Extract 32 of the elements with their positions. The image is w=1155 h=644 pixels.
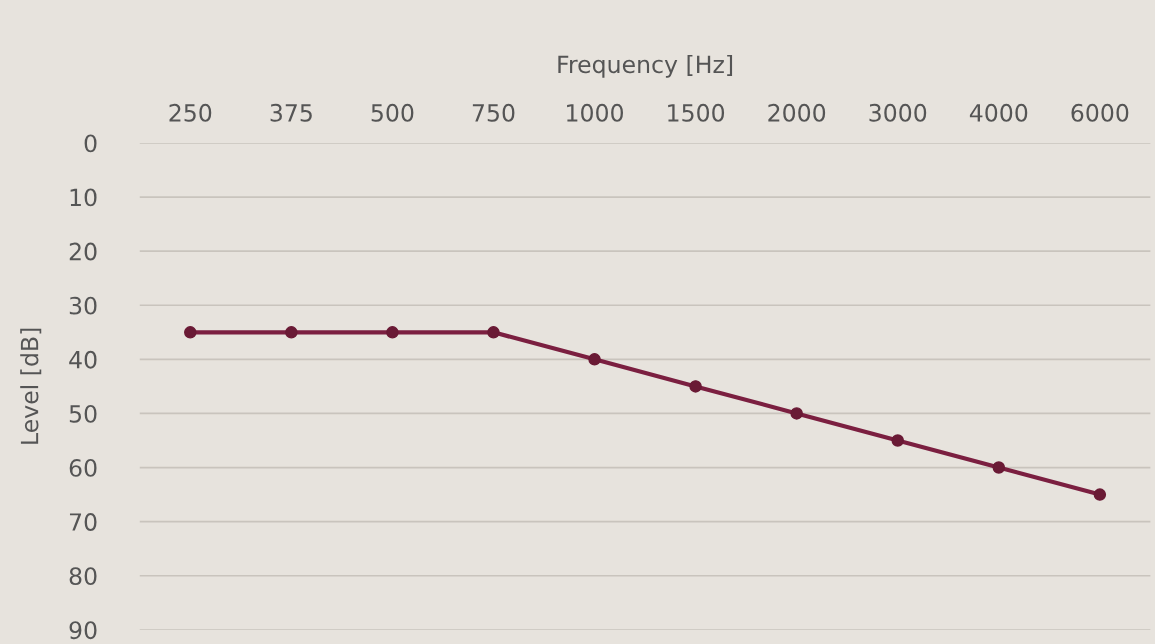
y-tick-label: 30 bbox=[69, 296, 97, 315]
point bbox=[184, 326, 197, 339]
point bbox=[588, 353, 601, 366]
y-tick-label: 40 bbox=[69, 350, 97, 369]
point bbox=[992, 461, 1006, 474]
point bbox=[1093, 488, 1107, 501]
y-tick-label: 20 bbox=[69, 242, 97, 261]
x-tick-label: 3000 bbox=[869, 103, 927, 122]
y-tick-label: 80 bbox=[69, 567, 97, 586]
x-tick-label: 2000 bbox=[768, 103, 826, 122]
point bbox=[891, 434, 904, 447]
point bbox=[487, 326, 500, 339]
x-tick-label: 1500 bbox=[668, 103, 725, 122]
point bbox=[790, 407, 803, 420]
point bbox=[285, 326, 298, 339]
x-tick-label: 500 bbox=[371, 103, 414, 122]
x-tick-label: 4000 bbox=[969, 103, 1028, 122]
x-tick-label: 1000 bbox=[567, 103, 624, 122]
point bbox=[386, 326, 399, 339]
y-tick-label: 90 bbox=[69, 621, 97, 640]
y-tick-label: 70 bbox=[69, 513, 97, 531]
x-axis-title: Frequency [Hz] bbox=[558, 54, 733, 78]
y-tick-label: 60 bbox=[69, 458, 97, 477]
point bbox=[689, 380, 702, 393]
y-tick-label: 10 bbox=[70, 188, 97, 207]
x-tick-label: 375 bbox=[270, 103, 312, 122]
y-tick-label: 50 bbox=[69, 404, 97, 423]
x-tick-label: 250 bbox=[169, 103, 212, 122]
y-tick-label: 0 bbox=[84, 134, 97, 153]
y-axis-title: Level [dB] bbox=[20, 328, 42, 444]
x-tick-label: 750 bbox=[472, 103, 515, 122]
x-tick-label: 6000 bbox=[1071, 103, 1129, 122]
